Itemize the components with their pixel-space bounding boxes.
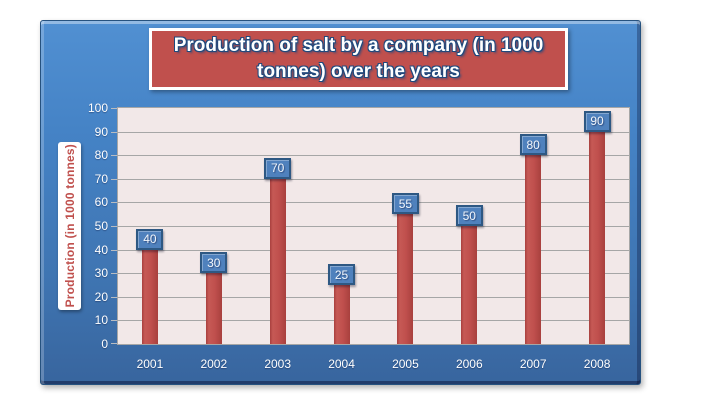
bar-value-label: 55: [391, 193, 419, 215]
bar: [333, 285, 350, 344]
y-axis-tick-label: 10: [94, 313, 108, 328]
x-axis-tick-label: 2002: [200, 357, 228, 371]
y-axis-tick: [111, 273, 117, 275]
y-axis-title-box: Production (in 1000 tonnes): [58, 142, 81, 310]
chart-title-line-1: Production of salt by a company (in 1000: [173, 35, 544, 56]
y-axis-tick-label: 30: [94, 266, 108, 281]
y-axis-tick-label: 90: [94, 124, 108, 139]
bar: [141, 249, 158, 344]
gridline: [118, 320, 629, 322]
chart-title-box: Production of salt by a company (in 1000…: [149, 28, 568, 90]
bar: [461, 226, 478, 344]
bar: [525, 155, 542, 344]
chart-panel: Production of salt by a company (in 1000…: [40, 20, 641, 385]
gridline: [118, 131, 629, 133]
y-axis-tick: [111, 320, 117, 322]
x-axis-tick-label: 2008: [583, 357, 611, 371]
x-axis-tick-label: 2005: [392, 357, 419, 371]
bar: [205, 273, 222, 344]
y-axis-tick: [111, 131, 117, 133]
y-axis-tick: [111, 178, 117, 180]
bar: [397, 214, 414, 344]
y-axis-tick: [111, 296, 117, 298]
y-axis-tick-label: 20: [94, 289, 108, 304]
gridline: [118, 273, 629, 275]
gridline: [118, 178, 629, 180]
bar-value-label: 70: [264, 157, 292, 179]
x-axis-tick-label: 2003: [264, 357, 292, 371]
x-axis-tick-label: 2006: [455, 357, 483, 371]
plot-area: 0 10 20 30 40 50 60 70 80 90 100 40 2001 30 2002 70 2003…: [88, 101, 630, 371]
bar-value-label: 80: [519, 134, 547, 156]
bar: [589, 131, 606, 344]
y-axis-tick-label: 70: [94, 171, 108, 186]
y-axis-tick-label: 100: [87, 101, 108, 115]
bar-value-label: 40: [136, 228, 164, 250]
bar-value-label: 25: [328, 264, 356, 285]
chart-title-line-2: tonnes) over the years: [257, 61, 460, 82]
bar-value-label: 90: [583, 110, 611, 132]
y-axis-tick-label: 50: [94, 219, 108, 233]
y-axis-tick: [111, 108, 117, 109]
y-axis-tick: [111, 202, 117, 204]
y-axis-tick: [111, 226, 117, 227]
x-axis-tick-label: 2001: [136, 357, 164, 371]
x-axis-tick-label: 2004: [328, 357, 355, 371]
y-axis-tick-label: 40: [94, 242, 108, 257]
y-axis-tick-label: 60: [94, 195, 108, 210]
y-axis-tick: [111, 249, 117, 251]
gridline: [118, 155, 629, 157]
bar-value-label: 30: [200, 252, 228, 274]
y-axis-tick: [111, 155, 117, 157]
y-axis-tick-label: 0: [101, 337, 108, 351]
x-axis-tick-label: 2007: [519, 357, 547, 371]
gridline: [118, 202, 629, 204]
bar: [269, 178, 286, 344]
gridline: [118, 226, 629, 227]
gridline: [118, 249, 629, 251]
y-axis-tick: [111, 343, 117, 344]
gridline: [118, 296, 629, 298]
bar-value-label: 50: [455, 205, 483, 226]
y-axis-tick-label: 80: [94, 148, 108, 163]
